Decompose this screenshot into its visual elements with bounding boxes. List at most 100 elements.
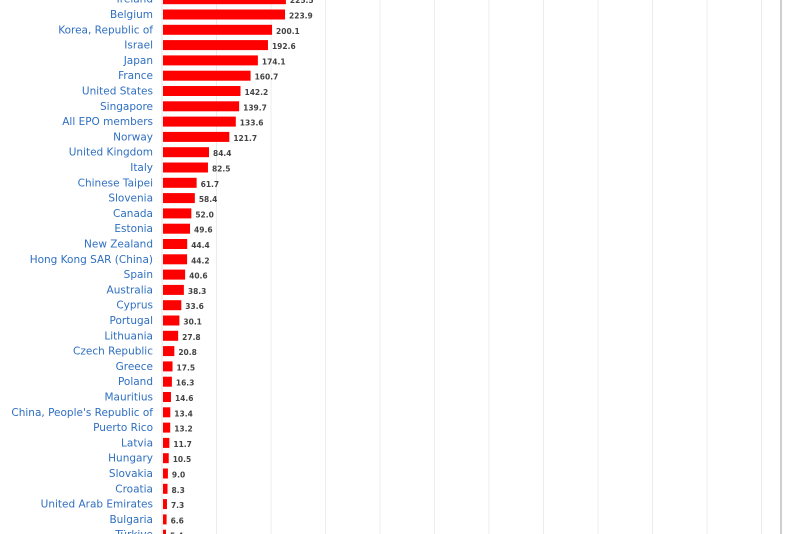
category-label: Estonia	[114, 223, 153, 235]
category-label: Poland	[118, 376, 153, 388]
category-label: Lithuania	[104, 330, 153, 342]
value-label: 10.5	[173, 455, 192, 464]
category-label: Portugal	[110, 315, 154, 327]
value-label: 17.5	[177, 363, 196, 372]
bar	[163, 40, 268, 51]
category-label: Greece	[116, 361, 153, 373]
category-label: Israel	[124, 40, 153, 52]
value-label: 223.9	[289, 12, 313, 21]
value-label: 9.0	[172, 471, 185, 480]
bar	[163, 9, 286, 20]
bar	[163, 437, 170, 448]
value-label: 61.7	[201, 180, 220, 189]
bar	[163, 392, 171, 402]
category-label: Australia	[107, 284, 153, 296]
category-label: Türkiye	[114, 529, 153, 534]
value-label: 27.8	[182, 333, 201, 342]
bar	[163, 422, 171, 433]
bar	[163, 223, 191, 234]
bar	[163, 208, 192, 219]
category-label: United States	[82, 86, 153, 98]
category-label: Cyprus	[116, 300, 153, 312]
value-label: 33.6	[185, 302, 204, 311]
category-label: Japan	[123, 55, 153, 67]
category-label: China, People's Republic of	[11, 407, 153, 419]
value-label: 13.4	[174, 409, 193, 418]
value-label: 49.6	[194, 226, 213, 235]
category-label: Bulgaria	[109, 514, 153, 526]
bar	[163, 499, 167, 510]
category-label: Canada	[113, 208, 153, 220]
bar	[163, 55, 258, 66]
value-label: 5.4	[170, 532, 183, 534]
value-label: 14.6	[175, 394, 194, 403]
value-label: 38.3	[188, 287, 207, 296]
category-label: All EPO members	[62, 116, 153, 128]
bar	[163, 346, 175, 357]
category-label: Hungary	[108, 453, 153, 465]
category-label: Chinese Taipei	[78, 177, 153, 189]
category-label: Slovenia	[108, 193, 153, 205]
bar	[163, 239, 188, 249]
value-label: 192.6	[272, 42, 296, 51]
bar	[163, 376, 172, 387]
category-label: France	[118, 70, 153, 82]
bar	[163, 162, 208, 173]
bar	[163, 177, 197, 188]
bar	[163, 407, 171, 418]
value-label: 174.1	[262, 57, 286, 66]
bar	[163, 284, 184, 295]
category-label: Spain	[124, 269, 153, 281]
value-label: 44.4	[191, 241, 210, 250]
category-label: United Kingdom	[69, 147, 153, 159]
bar	[163, 483, 168, 494]
bar	[163, 453, 169, 464]
value-label: 84.4	[213, 149, 232, 158]
value-label: 133.6	[240, 119, 264, 128]
category-label: Czech Republic	[73, 346, 153, 358]
category-label: Puerto Rico	[93, 422, 153, 434]
category-label: Latvia	[121, 437, 153, 449]
value-label: 11.7	[173, 440, 192, 449]
value-label: 225.5	[290, 0, 314, 5]
bar	[163, 468, 168, 479]
bar	[163, 315, 180, 326]
category-label: New Zealand	[84, 239, 153, 251]
category-label: Mauritius	[104, 392, 153, 404]
value-label: 82.5	[212, 165, 231, 174]
bar	[163, 514, 167, 525]
bar	[163, 300, 182, 311]
value-label: 160.7	[255, 73, 279, 82]
category-label: Norway	[113, 131, 153, 143]
value-label: 200.1	[276, 27, 300, 36]
bar	[163, 269, 186, 280]
value-label: 52.0	[195, 210, 214, 219]
category-label: Belgium	[110, 9, 153, 21]
category-label: Singapore	[100, 101, 153, 113]
bar	[163, 116, 236, 127]
bar	[163, 86, 241, 96]
bar	[163, 529, 166, 534]
category-label: Croatia	[115, 483, 153, 495]
category-label: United Arab Emirates	[41, 499, 153, 511]
value-label: 40.6	[189, 272, 208, 281]
value-label: 30.1	[183, 318, 202, 327]
bar	[163, 361, 173, 372]
category-label: Korea, Republic of	[58, 24, 153, 36]
category-label: Ireland	[117, 0, 153, 6]
category-label: Italy	[130, 162, 153, 174]
value-label: 44.2	[191, 256, 210, 265]
value-label: 142.2	[244, 88, 268, 97]
bar	[163, 0, 286, 5]
value-label: 16.3	[176, 379, 195, 388]
bar	[163, 147, 209, 158]
category-label: Hong Kong SAR (China)	[30, 254, 153, 266]
value-label: 139.7	[243, 103, 267, 112]
bar	[163, 101, 240, 112]
bar	[163, 24, 273, 35]
bar	[163, 330, 179, 341]
value-label: 58.4	[199, 195, 218, 204]
value-label: 20.8	[178, 348, 197, 357]
bar	[163, 131, 230, 142]
